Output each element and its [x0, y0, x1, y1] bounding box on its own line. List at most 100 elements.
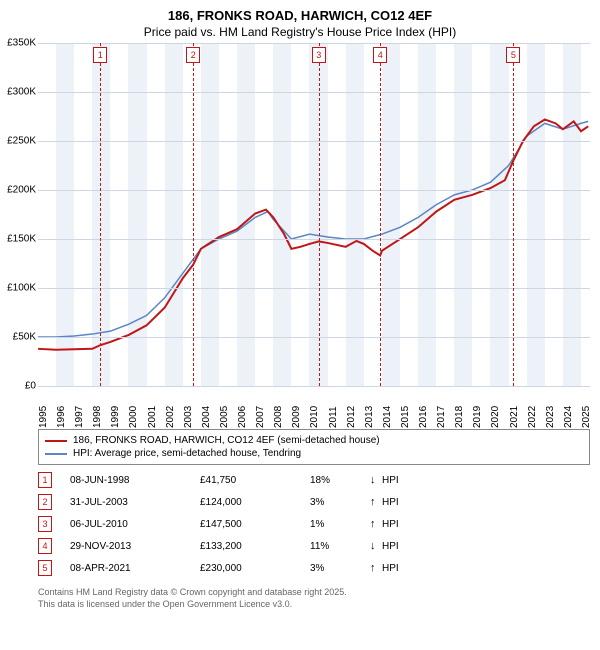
sales-price: £147,500: [200, 519, 310, 530]
legend-swatch: [45, 440, 67, 442]
sales-row: 108-JUN-1998£41,75018%↓HPI: [38, 469, 590, 491]
sales-diff-pct: 11%: [310, 541, 370, 552]
title-subtitle: Price paid vs. HM Land Registry's House …: [0, 25, 600, 39]
sales-diff-pct: 3%: [310, 563, 370, 574]
arrow-down-icon: ↓: [370, 474, 382, 486]
legend-swatch: [45, 453, 67, 455]
line-series-svg: [38, 43, 590, 386]
x-tick-label: 1999: [110, 406, 121, 428]
grid-line: [38, 337, 590, 338]
x-tick-label: 2011: [328, 406, 339, 428]
arrow-up-icon: ↑: [370, 562, 382, 574]
x-tick-label: 2024: [563, 406, 574, 428]
x-tick-label: 2012: [346, 406, 357, 428]
x-axis-labels: 1995199619971998199920002001200220032004…: [38, 387, 590, 423]
sales-date: 06-JUL-2010: [70, 519, 200, 530]
sale-marker-line: [319, 43, 320, 386]
sales-date: 29-NOV-2013: [70, 541, 200, 552]
sales-row: 5 08-APR-2021£230,0003%↑HPI: [38, 557, 590, 579]
legend-label: 186, FRONKS ROAD, HARWICH, CO12 4EF (sem…: [73, 435, 380, 446]
sales-marker-number: 2: [38, 494, 52, 510]
sale-marker-box: 1: [93, 47, 107, 63]
legend-row: 186, FRONKS ROAD, HARWICH, CO12 4EF (sem…: [45, 434, 583, 447]
series-hpi: [38, 121, 588, 337]
y-tick-label: £250K: [0, 136, 36, 147]
x-tick-label: 2015: [400, 406, 411, 428]
legend: 186, FRONKS ROAD, HARWICH, CO12 4EF (sem…: [38, 429, 590, 465]
chart-container: 186, FRONKS ROAD, HARWICH, CO12 4EF Pric…: [0, 0, 600, 610]
sales-hpi-label: HPI: [382, 475, 399, 486]
arrow-down-icon: ↓: [370, 540, 382, 552]
sales-price: £133,200: [200, 541, 310, 552]
chart-titles: 186, FRONKS ROAD, HARWICH, CO12 4EF Pric…: [0, 0, 600, 43]
sales-price: £230,000: [200, 563, 310, 574]
x-tick-label: 2025: [581, 406, 592, 428]
x-tick-label: 2021: [509, 406, 520, 428]
sales-table: 108-JUN-1998£41,75018%↓HPI231-JUL-2003£1…: [38, 469, 590, 579]
x-tick-label: 1995: [38, 406, 49, 428]
footer-line1: Contains HM Land Registry data © Crown c…: [38, 587, 590, 599]
sale-marker-box: 4: [373, 47, 387, 63]
sales-date: 08-APR-2021: [70, 563, 200, 574]
sale-marker-box: 5: [506, 47, 520, 63]
sales-diff-pct: 3%: [310, 497, 370, 508]
sale-marker-line: [513, 43, 514, 386]
x-tick-label: 1996: [56, 406, 67, 428]
sales-hpi-label: HPI: [382, 541, 399, 552]
sales-marker-number: 1: [38, 472, 52, 488]
grid-line: [38, 43, 590, 44]
x-tick-label: 2007: [255, 406, 266, 428]
y-tick-label: £0: [0, 381, 36, 392]
sale-marker-box: 2: [186, 47, 200, 63]
x-tick-label: 2003: [183, 406, 194, 428]
sale-marker-line: [380, 43, 381, 386]
sales-price: £124,000: [200, 497, 310, 508]
sales-hpi-label: HPI: [382, 497, 399, 508]
legend-label: HPI: Average price, semi-detached house,…: [73, 448, 301, 459]
y-tick-label: £150K: [0, 234, 36, 245]
x-tick-label: 2002: [165, 406, 176, 428]
grid-line: [38, 239, 590, 240]
x-tick-label: 2018: [454, 406, 465, 428]
y-tick-label: £100K: [0, 283, 36, 294]
grid-line: [38, 190, 590, 191]
y-tick-label: £300K: [0, 87, 36, 98]
plot-area: £0£50K£100K£150K£200K£250K£300K£350K1234…: [38, 43, 590, 387]
grid-line: [38, 141, 590, 142]
arrow-up-icon: ↑: [370, 496, 382, 508]
x-tick-label: 2017: [436, 406, 447, 428]
y-tick-label: £350K: [0, 38, 36, 49]
sales-date: 08-JUN-1998: [70, 475, 200, 486]
x-tick-label: 2005: [219, 406, 230, 428]
sales-row: 231-JUL-2003£124,0003%↑HPI: [38, 491, 590, 513]
title-address: 186, FRONKS ROAD, HARWICH, CO12 4EF: [0, 8, 600, 23]
sales-diff-pct: 1%: [310, 519, 370, 530]
x-tick-label: 2022: [527, 406, 538, 428]
sale-marker-line: [193, 43, 194, 386]
sale-marker-line: [100, 43, 101, 386]
sales-hpi-label: HPI: [382, 519, 399, 530]
x-tick-label: 2010: [309, 406, 320, 428]
sale-marker-box: 3: [312, 47, 326, 63]
sales-marker-number: 4: [38, 538, 52, 554]
footer-attribution: Contains HM Land Registry data © Crown c…: [38, 587, 590, 610]
x-tick-label: 2013: [364, 406, 375, 428]
x-tick-label: 1998: [92, 406, 103, 428]
grid-line: [38, 92, 590, 93]
x-tick-label: 2006: [237, 406, 248, 428]
sales-hpi-label: HPI: [382, 563, 399, 574]
x-tick-label: 2019: [472, 406, 483, 428]
x-tick-label: 2014: [382, 406, 393, 428]
chart-area: £0£50K£100K£150K£200K£250K£300K£350K1234…: [38, 43, 590, 423]
legend-row: HPI: Average price, semi-detached house,…: [45, 447, 583, 460]
x-tick-label: 2023: [545, 406, 556, 428]
y-tick-label: £200K: [0, 185, 36, 196]
sales-marker-number: 5: [38, 560, 52, 576]
sales-price: £41,750: [200, 475, 310, 486]
x-tick-label: 2016: [418, 406, 429, 428]
x-tick-label: 2000: [128, 406, 139, 428]
x-tick-label: 1997: [74, 406, 85, 428]
x-tick-label: 2009: [291, 406, 302, 428]
x-tick-label: 2004: [201, 406, 212, 428]
sales-row: 4 29-NOV-2013£133,20011%↓HPI: [38, 535, 590, 557]
